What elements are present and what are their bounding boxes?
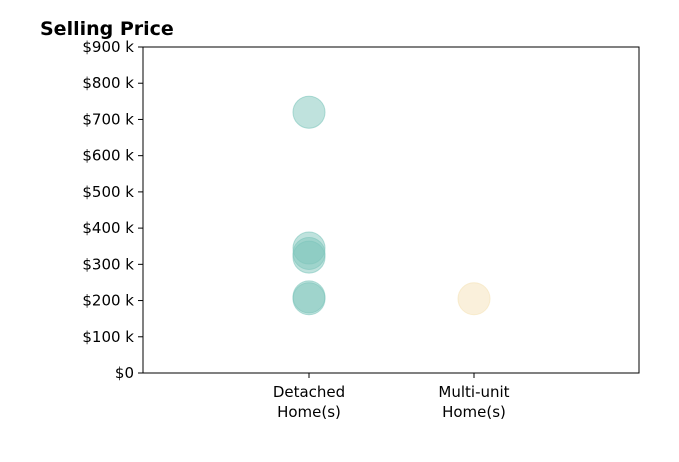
x-tick-label-line: Detached: [273, 383, 345, 401]
data-points: [292, 95, 491, 316]
data-point: [292, 282, 326, 316]
data-point: [292, 240, 326, 274]
y-tick-label: $100 k: [82, 328, 134, 346]
x-tick-label-line: Home(s): [442, 403, 506, 421]
chart-title: Selling Price: [40, 18, 174, 40]
y-tick-label: $0: [115, 364, 134, 382]
y-tick-label: $200 k: [82, 292, 134, 310]
y-tick-label: $800 k: [82, 74, 134, 92]
x-tick-label: Multi-unit Home(s): [438, 383, 509, 421]
y-tick-label: $700 k: [82, 110, 134, 128]
x-axis: Detached Home(s) Multi-unit Home(s): [273, 373, 510, 421]
y-tick-label: $300 k: [82, 255, 134, 273]
y-tick-label: $600 k: [82, 147, 134, 165]
x-tick-label-line: Multi-unit: [438, 383, 509, 401]
data-point: [292, 95, 326, 129]
y-tick-label: $400 k: [82, 219, 134, 237]
y-tick-label: $500 k: [82, 183, 134, 201]
y-axis: $0 $100 k $200 k $300 k $400 k $500 k $600 k $7…: [82, 38, 143, 382]
plot-area-frame: [142, 46, 640, 374]
data-point: [457, 282, 491, 316]
x-tick-label-line: Home(s): [277, 403, 341, 421]
x-tick-label: Detached Home(s): [273, 383, 345, 421]
y-tick-label: $900 k: [82, 38, 134, 56]
